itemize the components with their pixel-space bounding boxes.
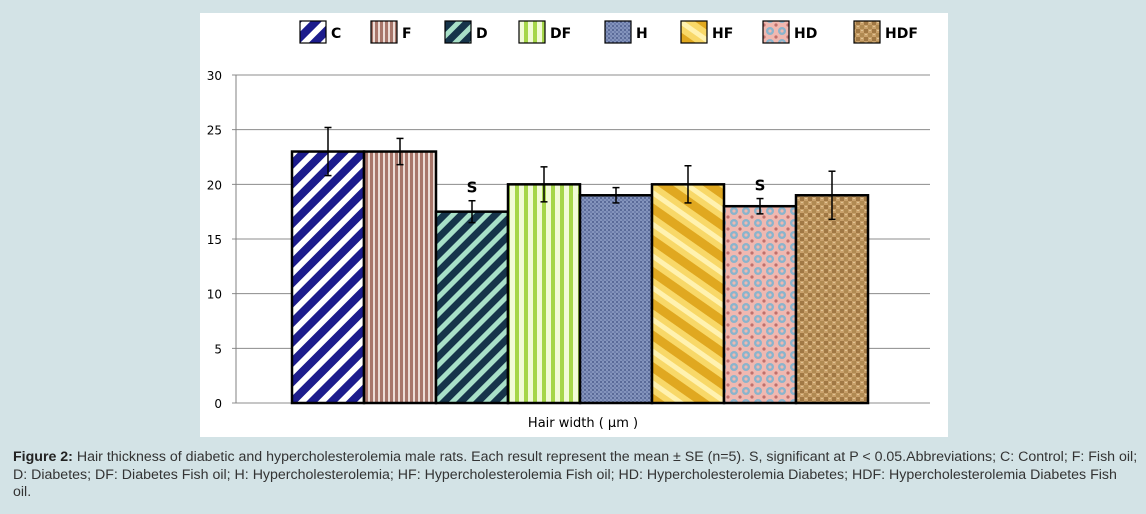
y-tick-label: 5 (214, 342, 222, 356)
legend-label: HF (712, 26, 733, 42)
legend-item-d: D (444, 20, 488, 44)
error-bar-hd (756, 197, 764, 215)
bar-df (506, 183, 582, 405)
bar-h (578, 194, 654, 405)
caption-label: Figure 2: (13, 449, 73, 465)
error-bar-c (324, 126, 332, 177)
legend-swatch (299, 20, 327, 44)
legend-swatch (444, 20, 472, 44)
bar-hdf (794, 194, 870, 405)
legend-swatch (370, 20, 398, 44)
legend-item-df: DF (518, 20, 571, 44)
error-bars (324, 126, 836, 224)
legend-swatch (762, 20, 790, 44)
bar-f (362, 150, 438, 405)
error-bar-hdf (828, 170, 836, 221)
legend-item-hf: HF (680, 20, 733, 44)
significance-marker: S (467, 179, 478, 197)
figure-caption: Figure 2: Hair thickness of diabetic and… (13, 449, 1138, 502)
y-tick-label: 0 (214, 397, 222, 411)
legend-item-hd: HD (762, 20, 817, 44)
error-bar-df (540, 166, 548, 203)
y-tick-label: 10 (207, 288, 222, 302)
legend-item-c: C (299, 20, 341, 44)
legend-item-hdf: HDF (853, 20, 918, 44)
bar-c (290, 150, 366, 405)
error-bar-hf (684, 164, 692, 204)
significance-marker: S (755, 177, 766, 195)
y-tick-label: 20 (207, 178, 222, 192)
y-tick-label: 15 (207, 233, 222, 247)
legend-swatch (680, 20, 708, 44)
error-bar-d (468, 199, 476, 224)
legend-label: F (402, 26, 412, 42)
legend-label: D (476, 26, 488, 42)
bar-hf (650, 183, 726, 405)
error-bar-h (612, 186, 620, 204)
y-tick-label: 25 (207, 124, 222, 138)
legend: C F D DF H HF HD HDF (299, 20, 918, 44)
legend-swatch (853, 20, 881, 44)
legend-label: HDF (885, 26, 918, 42)
legend-swatch (518, 20, 546, 44)
legend-label: C (331, 26, 341, 42)
legend-item-f: F (370, 20, 412, 44)
error-bar-f (396, 137, 404, 166)
legend-item-h: H (604, 20, 648, 44)
bar-d (434, 210, 510, 405)
legend-label: HD (794, 26, 817, 42)
bars (290, 150, 870, 405)
y-tick-label: 30 (207, 69, 222, 83)
legend-label: H (636, 26, 648, 42)
bar-hd (722, 204, 798, 405)
legend-swatch (604, 20, 632, 44)
legend-label: DF (550, 26, 571, 42)
x-axis-label: Hair width ( μm ) (528, 416, 638, 431)
y-axis-ticks: 0 5 10 15 20 25 30 (207, 69, 222, 411)
caption-text: Hair thickness of diabetic and hyperchol… (13, 449, 1138, 500)
